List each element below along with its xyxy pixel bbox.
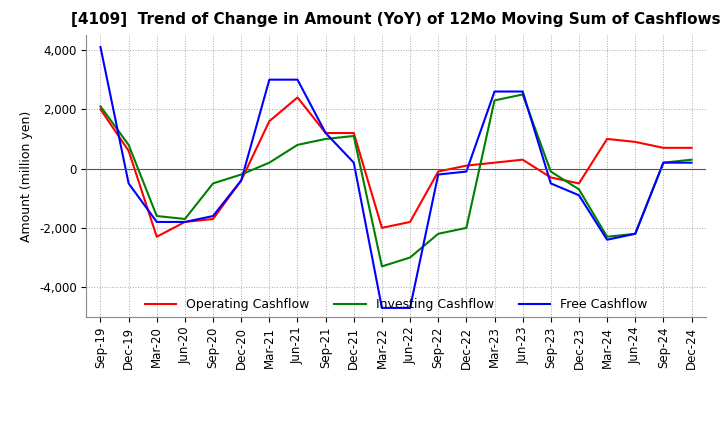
Free Cashflow [631,231,639,236]
Operating Cashflow [490,160,499,165]
Investing Cashflow [377,264,386,269]
Free Cashflow [321,130,330,136]
Investing Cashflow [125,142,133,147]
Investing Cashflow [462,225,471,231]
Operating Cashflow [518,157,527,162]
Free Cashflow [96,44,105,50]
Line: Investing Cashflow: Investing Cashflow [101,95,691,266]
Operating Cashflow [321,130,330,136]
Line: Free Cashflow: Free Cashflow [101,47,691,308]
Free Cashflow [518,89,527,94]
Operating Cashflow [153,234,161,239]
Free Cashflow [406,305,415,311]
Operating Cashflow [603,136,611,142]
Free Cashflow [434,172,443,177]
Operating Cashflow [377,225,386,231]
Investing Cashflow [96,104,105,109]
Investing Cashflow [575,187,583,192]
Investing Cashflow [406,255,415,260]
Operating Cashflow [434,169,443,174]
Investing Cashflow [434,231,443,236]
Free Cashflow [603,237,611,242]
Investing Cashflow [209,181,217,186]
Investing Cashflow [490,98,499,103]
Operating Cashflow [293,95,302,100]
Free Cashflow [237,178,246,183]
Free Cashflow [349,160,358,165]
Operating Cashflow [687,145,696,150]
Investing Cashflow [181,216,189,222]
Free Cashflow [462,169,471,174]
Operating Cashflow [546,175,555,180]
Title: [4109]  Trend of Change in Amount (YoY) of 12Mo Moving Sum of Cashflows: [4109] Trend of Change in Amount (YoY) o… [71,12,720,27]
Investing Cashflow [237,172,246,177]
Free Cashflow [575,193,583,198]
Investing Cashflow [631,231,639,236]
Investing Cashflow [321,136,330,142]
Y-axis label: Amount (million yen): Amount (million yen) [20,110,33,242]
Line: Operating Cashflow: Operating Cashflow [101,97,691,237]
Free Cashflow [659,160,667,165]
Operating Cashflow [575,181,583,186]
Operating Cashflow [209,216,217,222]
Investing Cashflow [293,142,302,147]
Free Cashflow [546,181,555,186]
Free Cashflow [490,89,499,94]
Investing Cashflow [546,169,555,174]
Operating Cashflow [349,130,358,136]
Investing Cashflow [603,234,611,239]
Operating Cashflow [659,145,667,150]
Investing Cashflow [687,157,696,162]
Operating Cashflow [265,118,274,124]
Operating Cashflow [406,219,415,224]
Operating Cashflow [125,148,133,154]
Operating Cashflow [237,178,246,183]
Free Cashflow [377,305,386,311]
Investing Cashflow [153,213,161,219]
Free Cashflow [209,213,217,219]
Legend: Operating Cashflow, Investing Cashflow, Free Cashflow: Operating Cashflow, Investing Cashflow, … [140,293,652,316]
Investing Cashflow [349,133,358,139]
Operating Cashflow [631,139,639,145]
Free Cashflow [125,181,133,186]
Operating Cashflow [96,106,105,112]
Free Cashflow [181,219,189,224]
Free Cashflow [687,160,696,165]
Operating Cashflow [181,219,189,224]
Investing Cashflow [659,160,667,165]
Free Cashflow [153,219,161,224]
Free Cashflow [265,77,274,82]
Investing Cashflow [518,92,527,97]
Free Cashflow [293,77,302,82]
Investing Cashflow [265,160,274,165]
Operating Cashflow [462,163,471,168]
